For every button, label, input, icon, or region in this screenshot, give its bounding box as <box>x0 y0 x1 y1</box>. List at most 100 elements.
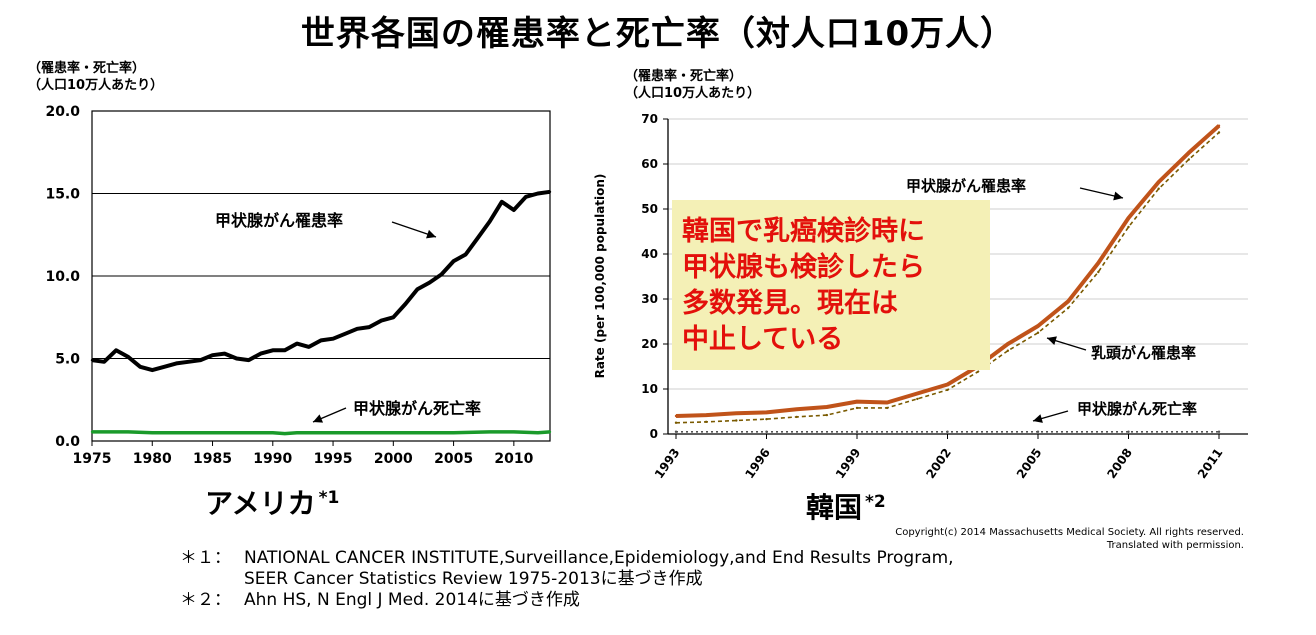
y-axis-title: Rate (per 100,000 population) <box>593 174 607 379</box>
y-tick-label: 70 <box>641 112 658 126</box>
data-point-thyroid_incidence <box>674 414 678 418</box>
data-point-incidence <box>343 332 347 335</box>
right-unit-label: （罹患率・死亡率） （人口10万人あたり） <box>625 68 760 102</box>
y-tick-label: 0 <box>650 427 658 441</box>
x-tick-label: 1993 <box>652 446 683 481</box>
data-point-mortality <box>548 430 552 434</box>
data-point-breast_incidence <box>735 419 738 422</box>
data-point-incidence <box>211 354 214 357</box>
data-point-incidence <box>392 316 395 319</box>
data-point-breast_incidence <box>916 397 919 401</box>
data-point-incidence <box>404 302 407 306</box>
data-point-thyroid_incidence <box>916 392 919 395</box>
annotation-thyroid-mortality: 甲状腺がん死亡率 <box>1077 400 1197 418</box>
footnote-2-mark: ＊２： <box>180 590 231 610</box>
data-point-mortality <box>90 430 94 434</box>
data-point-incidence <box>90 358 94 362</box>
data-point-incidence <box>536 192 540 195</box>
data-point-breast_incidence <box>1157 187 1160 190</box>
data-point-mortality <box>295 431 299 434</box>
data-point-thyroid_incidence <box>1097 261 1100 265</box>
copyright-line-2: Translated with permission. <box>1106 540 1244 551</box>
annotation-mortality: 甲状腺がん死亡率 <box>353 399 481 418</box>
x-tick-label: 1990 <box>253 451 292 467</box>
data-point-incidence <box>355 327 359 330</box>
data-point-incidence <box>307 345 311 349</box>
left-unit-label: （罹患率・死亡率） （人口10万人あたり） <box>28 60 163 94</box>
data-point-breast_incidence <box>674 421 678 424</box>
x-tick-label: 1996 <box>742 446 773 481</box>
data-point-breast_incidence <box>1127 225 1130 229</box>
data-point-breast_incidence <box>946 388 949 392</box>
data-point-thyroid_mortality <box>1217 430 1221 433</box>
annotation-arrow-thyroid-mortality-head <box>1033 414 1043 423</box>
data-point-breast_incidence <box>885 406 889 410</box>
data-point-mortality <box>512 430 516 434</box>
callout-line-1: 韓国で乳癌検診時に <box>682 216 925 247</box>
data-point-incidence <box>259 352 262 355</box>
y-tick-label: 0.0 <box>55 434 80 450</box>
us-chart-title: アメリカ *1 <box>205 482 339 522</box>
data-point-thyroid_incidence <box>1217 124 1221 127</box>
data-point-thyroid_mortality <box>1036 430 1040 433</box>
data-point-breast_incidence <box>1066 306 1070 310</box>
x-tick-label: 1980 <box>133 451 172 467</box>
data-point-incidence <box>126 355 130 359</box>
y-tick-label: 15.0 <box>45 187 80 203</box>
x-tick-label: 1999 <box>833 446 864 481</box>
annotation-arrow-breast-incidence-head <box>1047 336 1057 345</box>
footnote-1-mark: ＊１： <box>180 548 231 568</box>
right-unit-line-2: （人口10万人あたり） <box>625 86 761 101</box>
data-point-incidence <box>102 360 106 363</box>
data-point-incidence <box>464 253 467 256</box>
series-line-mortality <box>92 430 551 436</box>
korea-country-label: 韓国 <box>806 491 863 524</box>
data-point-incidence <box>488 220 491 223</box>
data-point-mortality <box>452 431 455 434</box>
data-point-incidence <box>524 195 528 198</box>
data-point-incidence <box>283 349 287 352</box>
footnote-2-line-1: Ahn HS, N Engl J Med. 2014に基づき作成 <box>244 590 580 610</box>
footnote-1: ＊１： NATIONAL CANCER INSTITUTE,Surveillan… <box>180 548 954 590</box>
y-tick-label: 50 <box>641 202 658 216</box>
data-point-breast_incidence <box>1036 331 1040 334</box>
callout-line-4: 中止している <box>682 324 844 355</box>
data-point-thyroid_incidence <box>795 408 798 411</box>
data-point-incidence <box>271 349 274 352</box>
korea-footnote-mark: *2 <box>865 491 886 512</box>
callout-box: 韓国で乳癌検診時に 甲状腺も検診したら 多数発見。現在は 中止している <box>672 200 990 370</box>
annotation-thyroid-incidence: 甲状腺がん罹患率 <box>906 177 1026 195</box>
data-point-breast_incidence <box>704 420 708 424</box>
data-point-incidence <box>380 319 383 322</box>
data-point-thyroid_incidence <box>946 383 949 386</box>
data-point-breast_incidence <box>795 415 798 419</box>
data-point-thyroid_incidence <box>855 400 859 403</box>
callout-line-2: 甲状腺も検診したら <box>682 252 925 283</box>
footnote-2: ＊２： Ahn HS, N Engl J Med. 2014に基づき作成 <box>180 590 954 611</box>
data-point-incidence <box>500 200 503 203</box>
x-tick-label: 2005 <box>1014 446 1045 481</box>
y-tick-label: 20 <box>641 337 658 351</box>
x-tick-label: 2010 <box>494 451 533 467</box>
right-unit-line-1: （罹患率・死亡率） <box>625 69 743 84</box>
data-point-incidence <box>319 339 323 342</box>
data-point-incidence <box>512 208 516 212</box>
data-point-thyroid_incidence <box>885 401 889 404</box>
x-tick-label: 2000 <box>374 451 413 467</box>
copyright-notice: Copyright(c) 2014 Massachusetts Medical … <box>840 526 1244 552</box>
data-point-mortality <box>211 431 214 434</box>
footnotes: ＊１： NATIONAL CANCER INSTITUTE,Surveillan… <box>180 548 954 611</box>
annotation-arrow-incidence-head <box>426 229 436 239</box>
y-tick-label: 60 <box>641 157 658 171</box>
us-country-label: アメリカ <box>205 487 316 520</box>
x-tick-label: 2002 <box>923 446 954 481</box>
data-point-breast_incidence <box>1187 158 1191 161</box>
y-tick-label: 30 <box>641 292 658 306</box>
data-point-thyroid_incidence <box>1066 300 1070 303</box>
data-point-mortality <box>331 431 335 434</box>
y-tick-label: 5.0 <box>55 352 80 368</box>
y-tick-label: 20.0 <box>45 104 80 120</box>
data-point-thyroid_incidence <box>1036 324 1040 328</box>
data-point-incidence <box>416 288 419 291</box>
data-point-thyroid_incidence <box>765 411 768 414</box>
